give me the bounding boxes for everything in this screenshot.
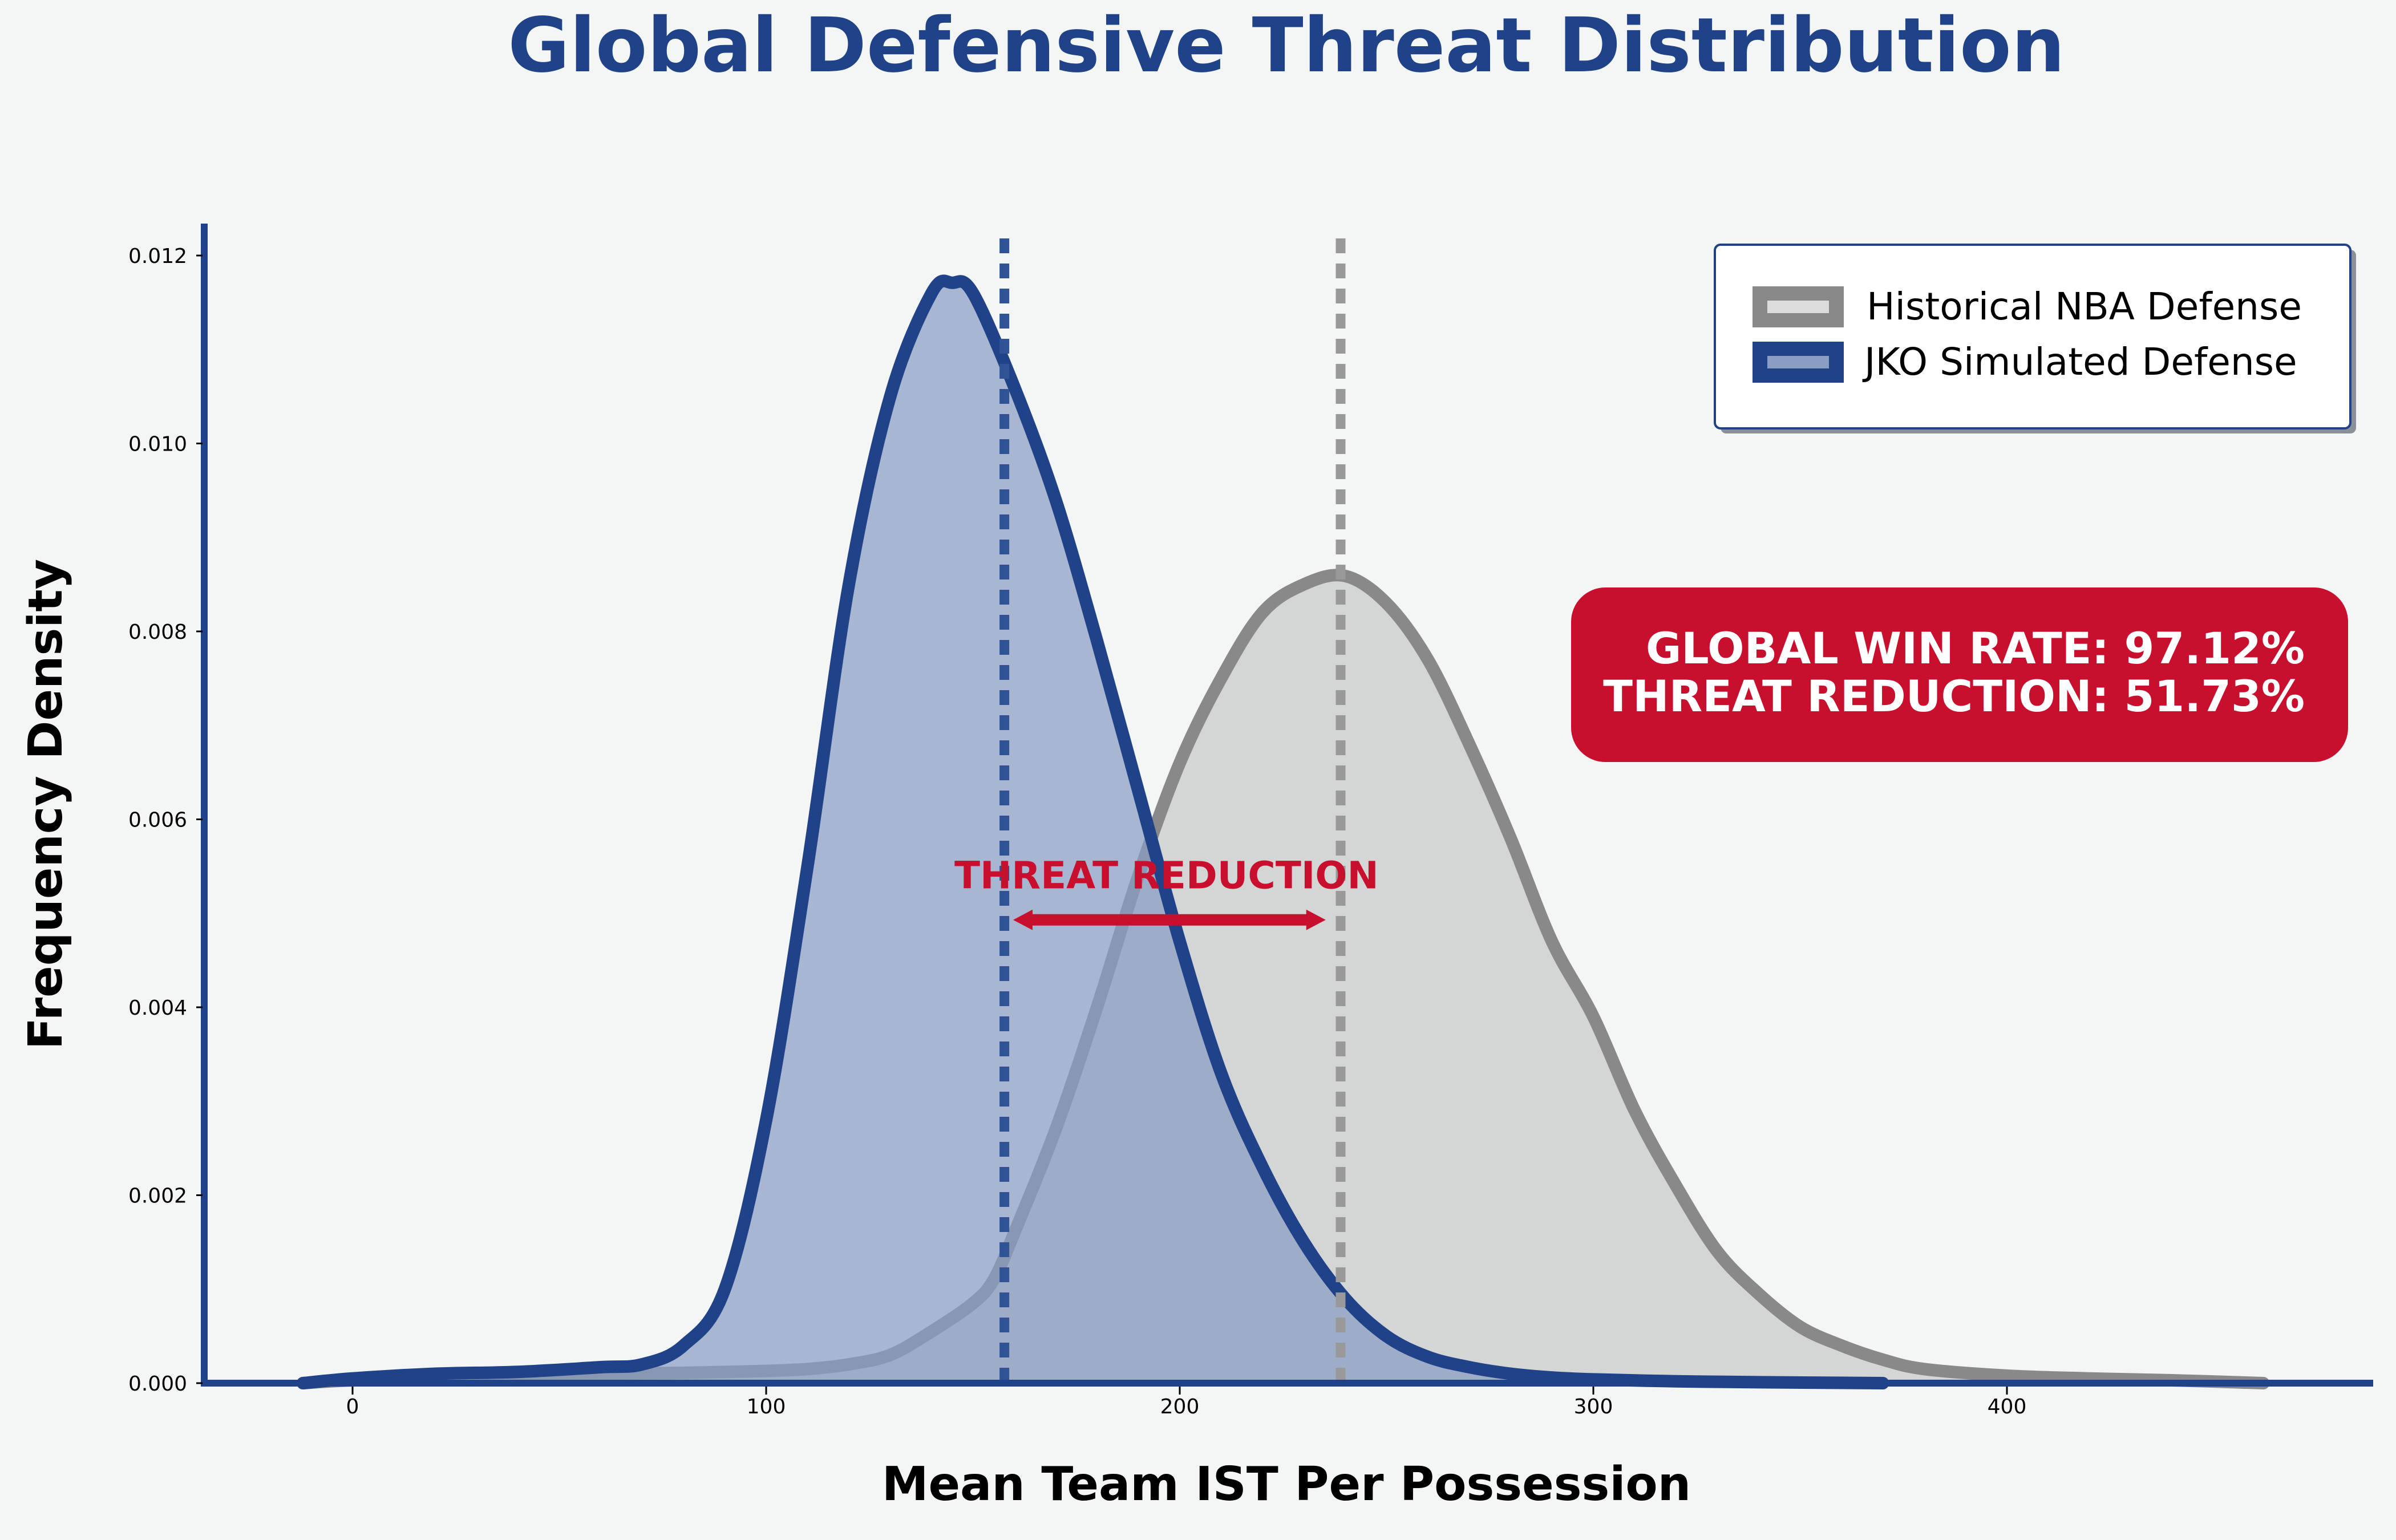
y-tick-label: 0.006 [128,809,187,832]
global-win-rate-text: GLOBAL WIN RATE: 97.12% [1646,623,2305,674]
y-tick-label: 0.000 [128,1372,187,1396]
x-tick-label: 100 [747,1395,786,1419]
stats-box-background [1571,587,2348,762]
y-axis-label: Frequency Density [19,559,73,1049]
threat-reduction-annotation: THREAT REDUCTION [954,853,1379,930]
legend-label-historical: Historical NBA Defense [1867,285,2302,329]
legend-label-jko: JKO Simulated Defense [1862,340,2297,384]
stats-summary-box: GLOBAL WIN RATE: 97.12% THREAT REDUCTION… [1571,587,2348,762]
y-tick-label: 0.010 [128,433,187,456]
legend-swatch-jko-inner [1767,356,1829,368]
x-tick-label: 300 [1574,1395,1613,1419]
x-tick-label: 400 [1988,1395,2027,1419]
density-fill [303,281,1883,1383]
arrow-head-left-icon [1013,909,1033,930]
x-axis-label: Mean Team IST Per Possession [882,1457,1691,1511]
density-fill [303,575,2264,1384]
jko-density-area [297,274,1889,1389]
legend-box [1714,244,2352,429]
legend-item-jko[interactable]: JKO Simulated Defense [1753,340,2297,384]
y-tick-label: 0.008 [128,621,187,644]
threat-reduction-text: THREAT REDUCTION: 51.73% [1603,671,2305,722]
density-line [297,274,1889,1389]
x-tick-label: 200 [1160,1395,1200,1419]
legend: Historical NBA Defense JKO Simulated Def… [1714,244,2356,433]
y-tick-label: 0.012 [128,245,187,268]
y-axis-ticks: 0.000 0.002 0.004 0.006 0.008 0.010 0.012 [128,245,203,1396]
chart-title: Global Defensive Threat Distribution [508,2,2065,90]
legend-item-historical[interactable]: Historical NBA Defense [1753,285,2302,329]
x-tick-label: 0 [346,1395,359,1419]
mean-reference-lines [999,238,1346,1383]
y-tick-label: 0.004 [128,996,187,1020]
y-tick-label: 0.002 [128,1185,187,1208]
axes [201,224,2373,1387]
threat-reduction-label: THREAT REDUCTION [954,853,1379,897]
arrow-head-right-icon [1306,909,1326,930]
x-axis-ticks: 0 100 200 300 400 [346,1387,2027,1419]
legend-swatch-historical-inner [1767,301,1829,313]
